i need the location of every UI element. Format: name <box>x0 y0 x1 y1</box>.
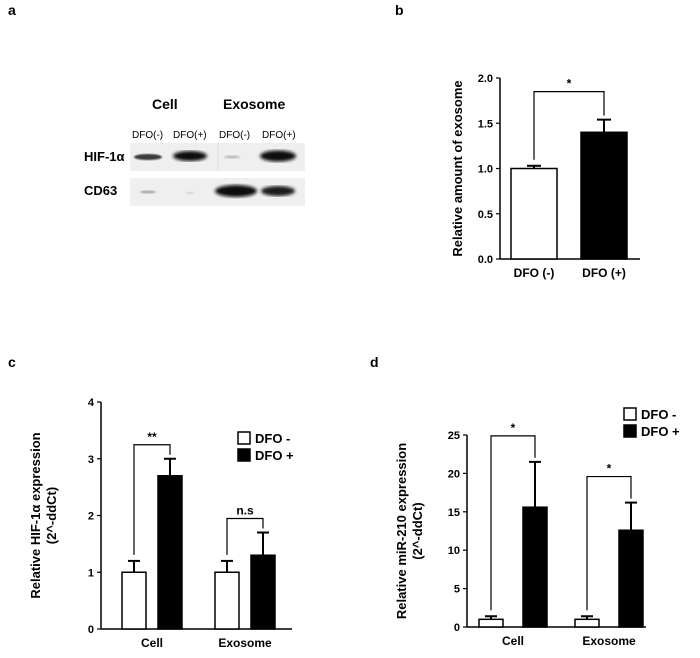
y-tick-label: 3 <box>88 454 94 466</box>
x-tick-label: DFO (+) <box>582 266 626 280</box>
blot-band-cd63-cell-neg <box>140 190 156 194</box>
panel-a-label: a <box>8 2 16 18</box>
blot-group-exosome: Exosome <box>223 96 286 112</box>
legend-label: DFO - <box>641 407 676 422</box>
significance-bracket <box>226 517 264 555</box>
bar <box>121 571 147 630</box>
significance-bracket <box>490 435 536 611</box>
legend-label: DFO + <box>641 424 680 439</box>
blot-row-cd63: CD63 <box>84 183 118 198</box>
y-axis-label-2: (2^-ddCt) <box>44 487 59 544</box>
significance-bracket <box>586 475 632 611</box>
blot-band-cd63-cell-pos <box>186 192 194 194</box>
blot-image <box>130 143 305 206</box>
significance-label: ** <box>147 430 157 444</box>
bar <box>478 618 504 628</box>
y-tick-label: 20 <box>448 468 460 480</box>
significance-bracket <box>133 444 171 555</box>
y-tick-label: 1.5 <box>478 118 493 130</box>
y-tick-label: 1.0 <box>478 164 493 176</box>
x-tick-label: Exosome <box>218 636 272 650</box>
blot-band-hif-cell-neg <box>134 154 162 160</box>
panel-c-label: c <box>8 354 16 370</box>
y-axis-label-2: (2^-ddCt) <box>410 502 425 559</box>
x-tick-label: DFO (-) <box>514 266 555 280</box>
bar <box>214 571 240 630</box>
blot-lane-1: DFO(-) <box>132 130 164 141</box>
blot-lane-3: DFO(-) <box>219 130 251 141</box>
legend-swatch <box>623 407 637 421</box>
bar <box>580 131 628 260</box>
y-tick-label: 2.0 <box>478 73 493 85</box>
legend-swatch <box>237 431 251 445</box>
significance-label: * <box>511 421 516 435</box>
panel-d-label: d <box>370 354 379 370</box>
chart-c-hif-expression: 0 1 2 3 4 Relative HIF-1α expression (2^-ddCt)… <box>28 397 294 650</box>
bar <box>157 475 183 630</box>
y-tick-label: 0 <box>88 624 94 636</box>
y-tick-label: 0.0 <box>478 254 493 266</box>
significance-label: * <box>607 462 612 476</box>
y-tick-label: 2 <box>88 511 94 523</box>
blot-band-cd63-exo-pos <box>261 186 295 196</box>
bar <box>574 618 600 628</box>
y-tick-label: 10 <box>448 545 460 557</box>
y-axis-label: Relative HIF-1α expression <box>28 432 43 598</box>
blot-lane-4: DFO(+) <box>262 130 296 141</box>
significance-bracket <box>533 91 605 160</box>
y-tick-label: 1 <box>88 567 94 579</box>
blot-row-hif: HIF-1α <box>84 149 125 164</box>
legend-label: DFO - <box>255 431 290 446</box>
bar <box>510 167 558 260</box>
y-axis-label: Relative miR-210 expression <box>394 443 409 619</box>
bar <box>250 554 276 630</box>
bar <box>618 529 644 628</box>
chart-b-exosome-amount: 0.0 0.5 1.0 1.5 2.0 Relative amount of exosom… <box>450 73 640 280</box>
western-blot-panel: Cell Exosome DFO(-) DFO(+) DFO(-) DFO(+)… <box>0 0 380 230</box>
legend-swatch <box>623 424 637 438</box>
blot-group-cell: Cell <box>152 96 178 112</box>
blot-band-hif-exo-pos <box>260 150 296 162</box>
x-tick-label: Cell <box>141 636 163 650</box>
legend-swatch <box>237 448 251 462</box>
significance-label: * <box>567 77 572 91</box>
y-axis-label: Relative amount of exosome <box>450 80 465 256</box>
blot-band-cd63-exo-neg <box>215 185 257 197</box>
y-tick-label: 0 <box>454 622 460 634</box>
blot-lane-2: DFO(+) <box>173 130 207 141</box>
panel-b-label: b <box>395 2 404 18</box>
blot-band-hif-cell-pos <box>173 151 207 161</box>
bar <box>522 506 548 628</box>
y-tick-label: 4 <box>88 397 95 409</box>
legend-label: DFO + <box>255 448 294 463</box>
x-tick-label: Cell <box>502 634 524 648</box>
y-tick-label: 0.5 <box>478 209 493 221</box>
y-tick-label: 5 <box>454 584 460 596</box>
y-tick-label: 25 <box>448 430 460 442</box>
significance-label: n.s <box>236 504 254 518</box>
blot-band-hif-exo-neg <box>224 155 240 159</box>
x-tick-label: Exosome <box>582 634 636 648</box>
chart-d-mir210-expression: 0 5 10 15 20 25 Relative miR-210 expression (2^… <box>394 407 680 648</box>
y-tick-label: 15 <box>448 507 460 519</box>
